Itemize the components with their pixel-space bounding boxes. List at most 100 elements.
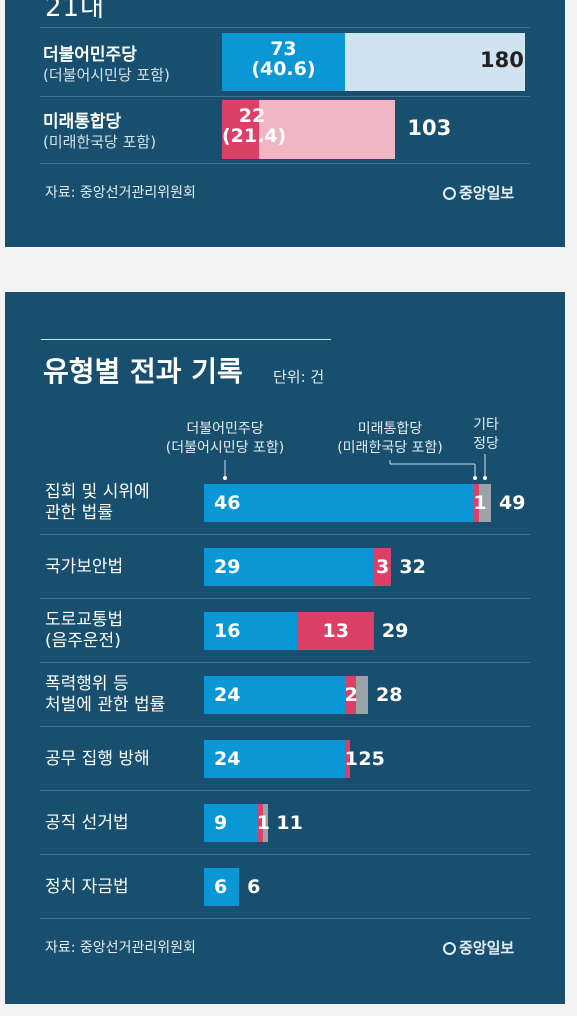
party-sub-united-future: (미래한국당 포함)	[43, 133, 157, 151]
category-label: 폭력행위 등 처벌에 관한 법률	[45, 674, 165, 716]
category-label: 집회 및 시위에 관한 법률	[45, 482, 150, 524]
value-label-united-future: 13	[322, 620, 349, 642]
bar-segment-other	[262, 804, 269, 842]
bar-segment-other	[479, 484, 491, 522]
row-divider	[40, 598, 530, 599]
row-divider	[40, 534, 530, 535]
bar-segment-democratic	[204, 868, 240, 906]
convicted-count-united-future: 22	[238, 105, 266, 127]
bottom-brand-text: 중앙일보	[459, 939, 515, 957]
bar-segment-united-future	[344, 740, 351, 778]
value-label-total: 49	[499, 492, 526, 514]
title-overline	[41, 339, 331, 340]
convicted-pct-united-future: (21.4)	[222, 125, 287, 147]
category-label-line: 공무 집행 방해	[45, 748, 150, 769]
top-brand-logo: 중앙일보	[443, 182, 514, 203]
category-label-line: 관한 법률	[45, 503, 113, 523]
bar-rows: 집회 및 시위에 관한 법률 46 1 49 국가보안법 29 3 32 도로교통법 (음주운전) 1…	[5, 292, 565, 1004]
bar-segment-democratic	[204, 676, 345, 714]
value-label-democratic: 24	[214, 748, 241, 770]
joongang-logo-icon	[443, 187, 456, 200]
value-label-democratic: 24	[214, 684, 241, 706]
bar-segment-united-future	[473, 484, 480, 522]
top-chart-title: 21대	[45, 0, 106, 23]
top-source: 자료: 중앙선거관리위원회	[45, 185, 196, 201]
party-name-democratic: 더불어민주당	[43, 45, 137, 65]
category-label-line: 정치 자금법	[45, 876, 129, 897]
value-label-united-future: 2	[344, 684, 358, 706]
row-divider	[40, 662, 530, 663]
bar-segment-united-future	[344, 676, 357, 714]
category-label-line: 공직 선거법	[45, 812, 129, 833]
party-sub-democratic: (더불어시민당 포함)	[43, 66, 170, 84]
bar-convicted-united-future	[222, 100, 260, 159]
bar-total-label-united-future: 103	[407, 116, 452, 140]
legend-other: 기타 정당	[465, 416, 507, 454]
convicted-pct-democratic: (40.6)	[251, 58, 316, 80]
value-label-total: 6	[247, 876, 261, 898]
category-label: 정치 자금법	[45, 877, 129, 898]
chart-title: 유형별 전과 기록	[43, 355, 243, 388]
value-label-democratic: 29	[214, 556, 241, 578]
bar-total-label-democratic: 180	[480, 48, 524, 72]
legend-other-sub: 정당	[473, 436, 499, 452]
bar-segment-democratic	[204, 804, 257, 842]
value-label-united-future: 1	[344, 748, 358, 770]
value-label-total: 11	[276, 812, 303, 834]
category-label: 도로교통법 (음주운전)	[45, 610, 123, 652]
value-label-democratic: 6	[214, 876, 228, 898]
row-divider	[40, 918, 530, 919]
bottom-brand-logo: 중앙일보	[443, 937, 514, 958]
party-name-united-future: 미래통합당	[43, 112, 122, 132]
legend-other-name: 기타	[473, 417, 499, 433]
top-divider	[40, 27, 530, 28]
value-label-total: 29	[381, 620, 409, 642]
bar-segment-united-future	[256, 804, 263, 842]
bar-convicted-label-democratic: 73 (40.6)	[222, 39, 345, 79]
legend-united-future: 미래통합당 (미래한국당 포함)	[315, 420, 465, 458]
category-label-line: 처벌에 관한 법률	[45, 695, 166, 715]
bar-segment-democratic	[204, 612, 298, 650]
joongang-logo-icon	[443, 942, 456, 955]
value-label-democratic: 9	[214, 812, 228, 834]
value-label-united-future: 1	[473, 492, 487, 514]
chart-unit: 단위: 건	[273, 368, 325, 386]
category-label-line: 집회 및 시위에	[45, 482, 150, 502]
bottom-source: 자료: 중앙선거관리위원회	[45, 940, 196, 956]
category-label-line: (음주운전)	[45, 631, 121, 651]
top-row-divider	[40, 96, 530, 97]
bar-convicted-democratic	[222, 33, 345, 91]
category-label: 국가보안법	[45, 557, 123, 578]
value-label-democratic: 46	[214, 492, 241, 514]
legend-united-future-sub: (미래한국당 포함)	[337, 440, 443, 456]
bar-segment-democratic	[204, 548, 374, 586]
convicted-count-democratic: 73	[270, 38, 297, 60]
top-footer-divider	[40, 163, 530, 164]
value-label-united-future: 1	[256, 812, 270, 834]
bar-segment-democratic	[204, 484, 474, 522]
value-label-total: 32	[399, 556, 426, 578]
legend-leaders	[223, 454, 487, 480]
bar-segment-other	[356, 676, 368, 714]
category-label: 공무 집행 방해	[45, 749, 150, 770]
legend-democratic-name: 더불어민주당	[186, 421, 264, 437]
legend-united-future-name: 미래통합당	[357, 421, 423, 437]
row-divider	[40, 790, 530, 791]
category-label: 공직 선거법	[45, 813, 129, 834]
bar-segment-united-future	[373, 548, 392, 586]
value-label-total: 28	[376, 684, 403, 706]
value-label-democratic: 16	[214, 620, 241, 642]
bar-segment-democratic	[204, 740, 345, 778]
category-label-line: 도로교통법	[45, 610, 124, 630]
legend-democratic: 더불어민주당 (더불어시민당 포함)	[145, 420, 305, 458]
top-chart-panel: 21대 더불어민주당 (더불어시민당 포함) 73 (40.6) 180 미래통…	[5, 0, 565, 247]
row-divider	[40, 726, 530, 727]
category-label-line: 국가보안법	[45, 556, 124, 577]
top-brand-text: 중앙일보	[459, 184, 515, 202]
bottom-chart-panel: 유형별 전과 기록 단위: 건 더불어민주당 (더불어시민당 포함) 미래통합당…	[5, 292, 565, 1004]
category-label-line: 폭력행위 등	[45, 674, 129, 694]
value-label-united-future: 3	[376, 556, 390, 578]
bar-segment-united-future	[297, 612, 374, 650]
bar-convicted-label-united-future: 22 (21.4)	[222, 105, 287, 147]
legend-democratic-sub: (더불어시민당 포함)	[165, 440, 285, 456]
